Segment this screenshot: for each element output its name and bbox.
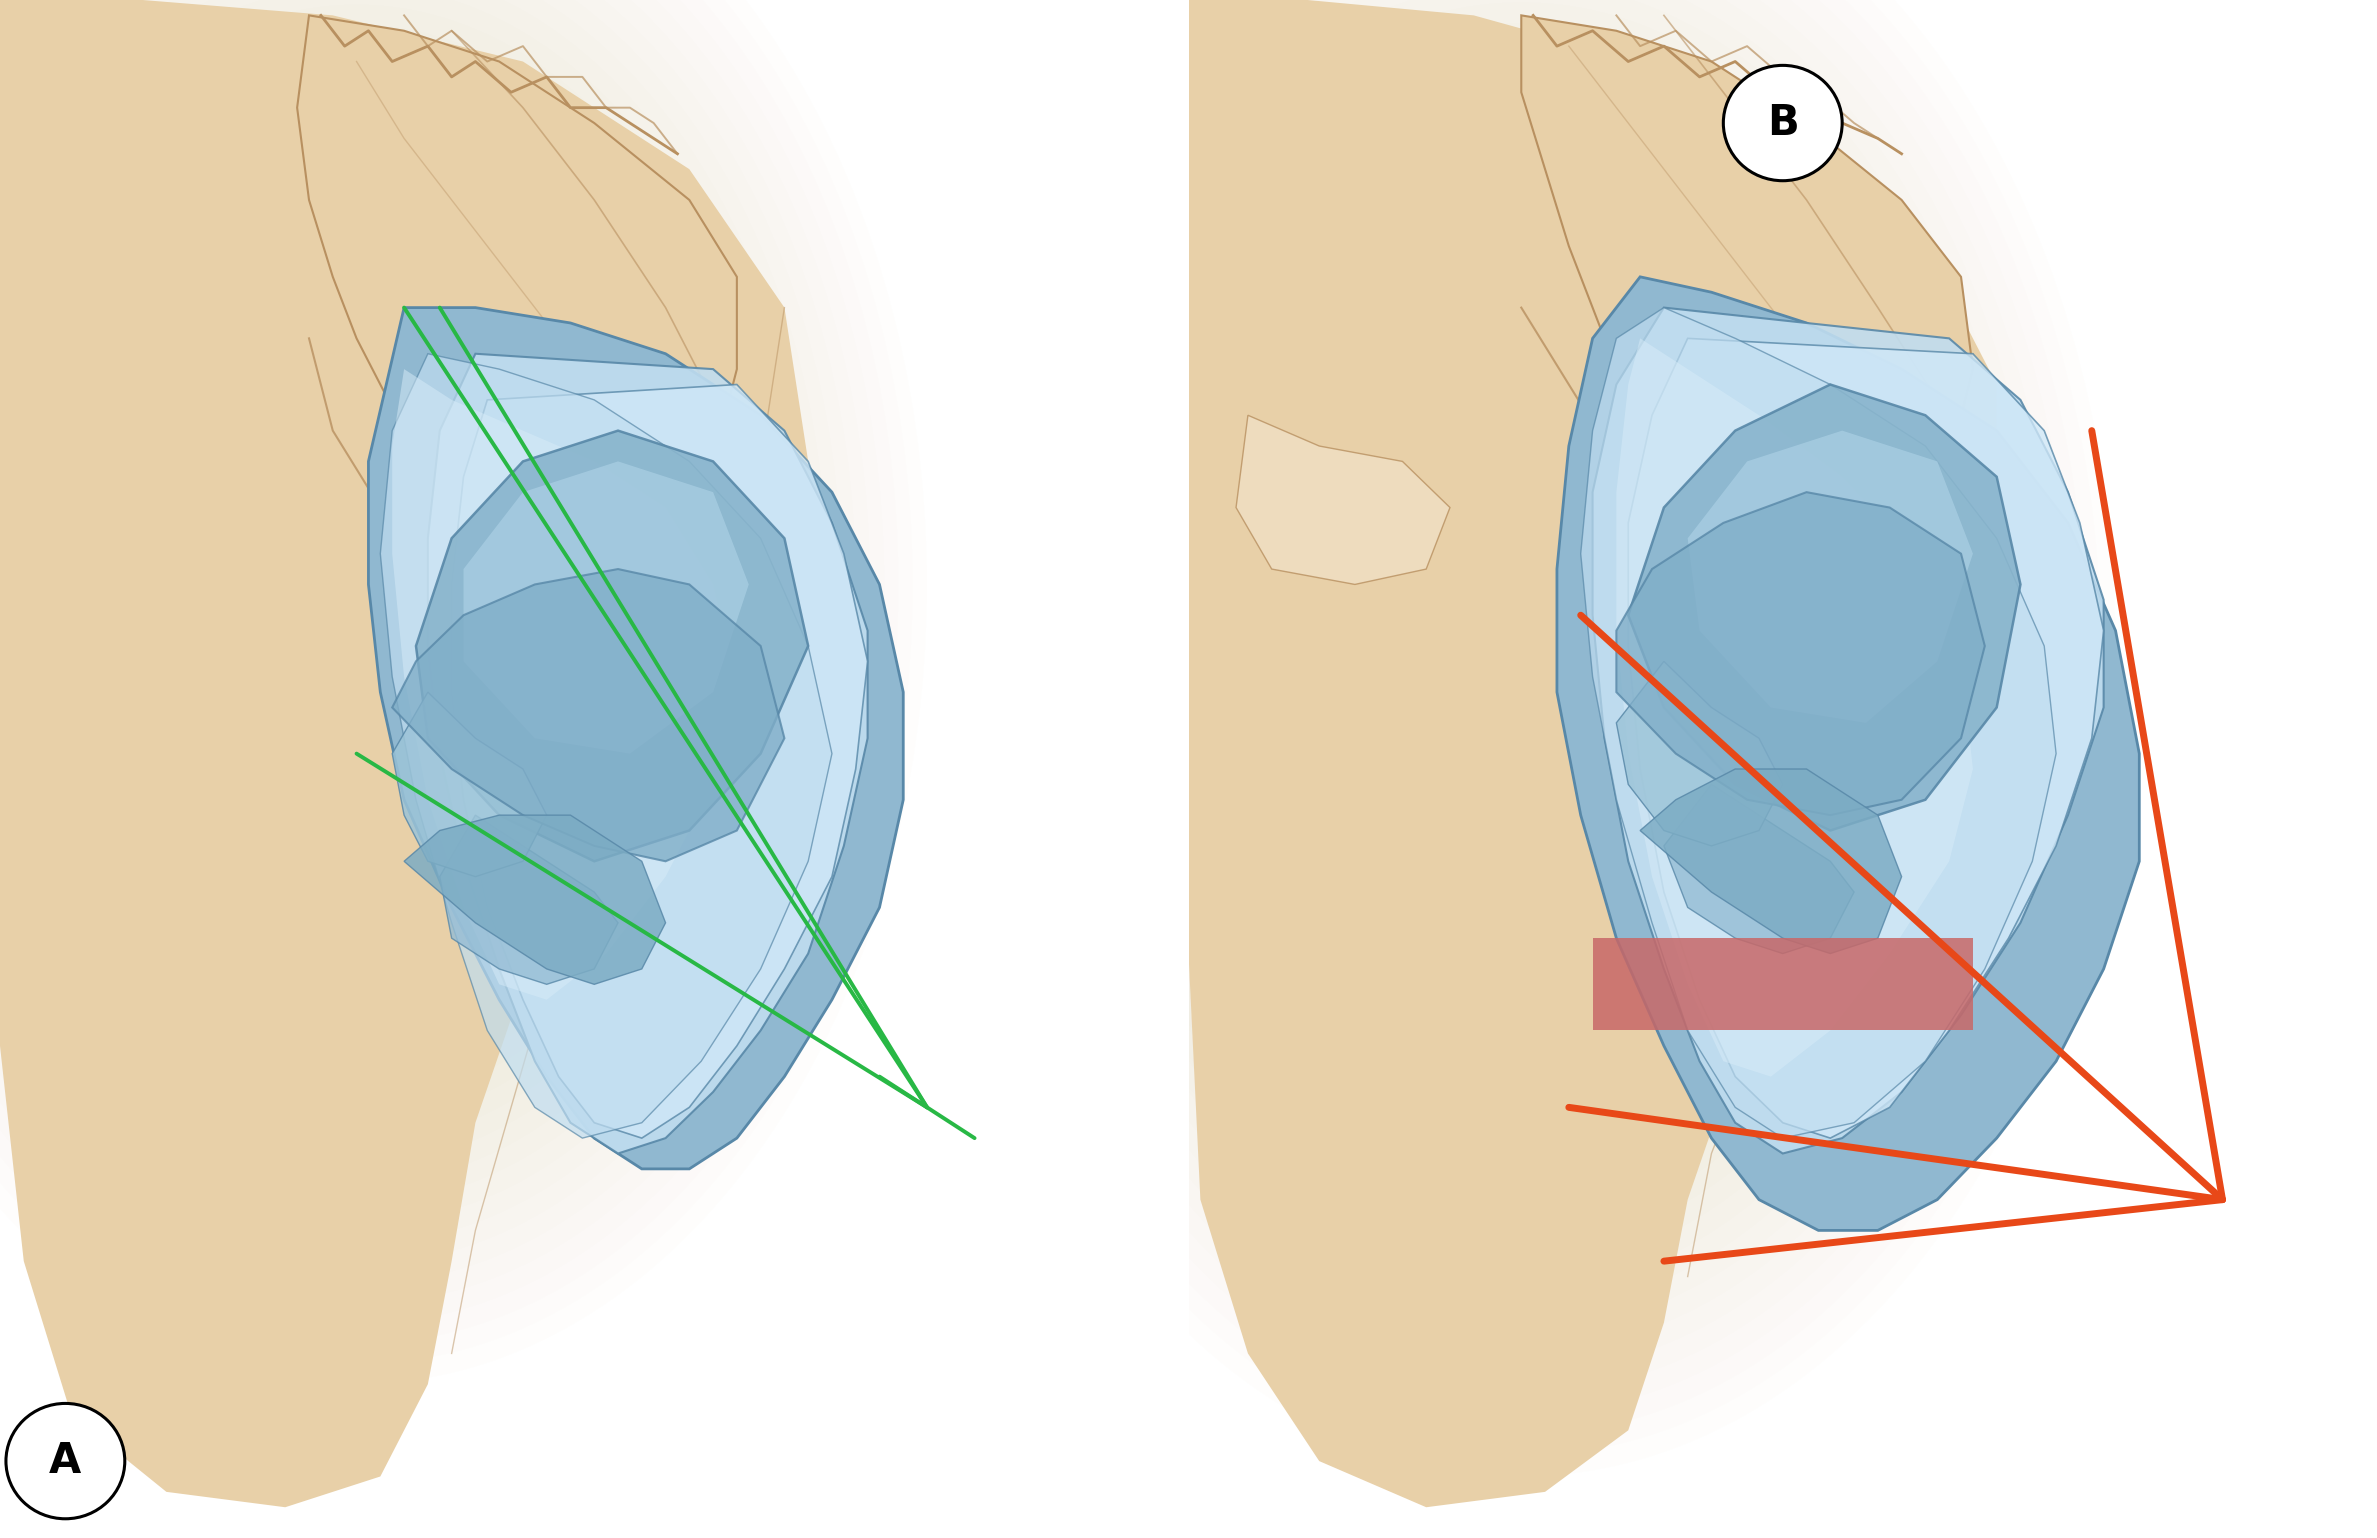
- Polygon shape: [392, 569, 784, 861]
- Polygon shape: [297, 15, 737, 784]
- Polygon shape: [1236, 415, 1450, 584]
- Polygon shape: [428, 354, 868, 1154]
- Polygon shape: [1616, 338, 1973, 1077]
- Polygon shape: [404, 815, 666, 984]
- Polygon shape: [1616, 661, 1783, 846]
- Polygon shape: [380, 354, 832, 1138]
- Polygon shape: [416, 431, 808, 861]
- Text: A: A: [50, 1440, 81, 1483]
- Polygon shape: [1628, 338, 2104, 1138]
- Polygon shape: [0, 0, 808, 1507]
- Polygon shape: [452, 384, 868, 1138]
- Polygon shape: [1188, 0, 1997, 1507]
- Polygon shape: [1593, 308, 2104, 1154]
- Polygon shape: [392, 369, 737, 1000]
- Polygon shape: [1688, 431, 1973, 723]
- Polygon shape: [1628, 384, 2020, 831]
- Text: B: B: [1766, 102, 1799, 145]
- Polygon shape: [392, 692, 547, 877]
- Polygon shape: [1593, 938, 1973, 1030]
- Polygon shape: [1640, 769, 1902, 954]
- Polygon shape: [1581, 308, 2056, 1138]
- Polygon shape: [1664, 784, 1854, 954]
- Polygon shape: [464, 461, 749, 754]
- Polygon shape: [1521, 15, 1973, 769]
- Polygon shape: [368, 308, 903, 1169]
- Polygon shape: [1557, 277, 2139, 1230]
- Polygon shape: [440, 815, 618, 984]
- Ellipse shape: [1723, 65, 1842, 180]
- Polygon shape: [1616, 492, 1985, 815]
- Ellipse shape: [5, 1403, 124, 1520]
